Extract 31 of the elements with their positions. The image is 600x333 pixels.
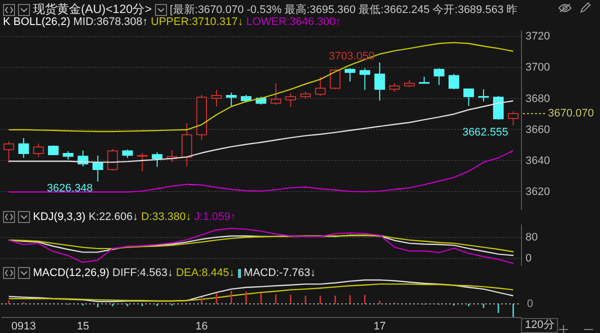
x-tick-label: 0913: [11, 320, 36, 332]
text: K:22.606↓: [88, 211, 138, 223]
chart-title: 现货黄金(AU)<120分>: [33, 1, 152, 17]
y-tick-label: 0: [526, 252, 532, 265]
text: LOWER:3646.300↑: [246, 16, 341, 28]
series-label: J:1.059↑: [194, 211, 236, 223]
x-tick-label: 17: [374, 320, 386, 332]
ref-line-label: 3670.070: [548, 108, 594, 120]
series-label: DEA:8.445↓: [176, 267, 235, 279]
y-tick-label: 3660: [526, 124, 550, 136]
text: K BOLL(26,2): [3, 16, 70, 28]
y-tick-label: 3700: [526, 62, 550, 74]
text: MID:3678.308↑: [73, 16, 148, 28]
text: MACD(12,26,9): [33, 267, 110, 279]
x-tick-label: 16: [196, 320, 208, 332]
series-label: DIFF:4.563↓: [112, 267, 173, 279]
annotation: 3703.050: [328, 50, 375, 63]
annotation: 3662.555: [462, 126, 508, 138]
text: UPPER:3710.317↓: [150, 16, 244, 28]
y-tick-label: 3680: [526, 92, 550, 105]
y-tick-label: 3620: [526, 186, 550, 198]
chart-subtitle: [最新:3670.070 -0.53% 最高:3695.360 最低:3662.245 今开:3689.563 昨: [170, 2, 518, 17]
y-tick-label: 3640: [526, 154, 550, 167]
y-tick-label: 80: [526, 232, 538, 244]
y-tick-label: 3720: [526, 30, 550, 43]
text: 120分: [521, 318, 558, 333]
annotation: 3626.348: [46, 182, 93, 195]
text: KDJ(9,3,3): [33, 211, 86, 223]
x-tick-label: 15: [76, 320, 90, 332]
legend-label: MACD:-7.763↓: [244, 267, 316, 279]
series-label: D:33.380↓: [141, 211, 192, 223]
